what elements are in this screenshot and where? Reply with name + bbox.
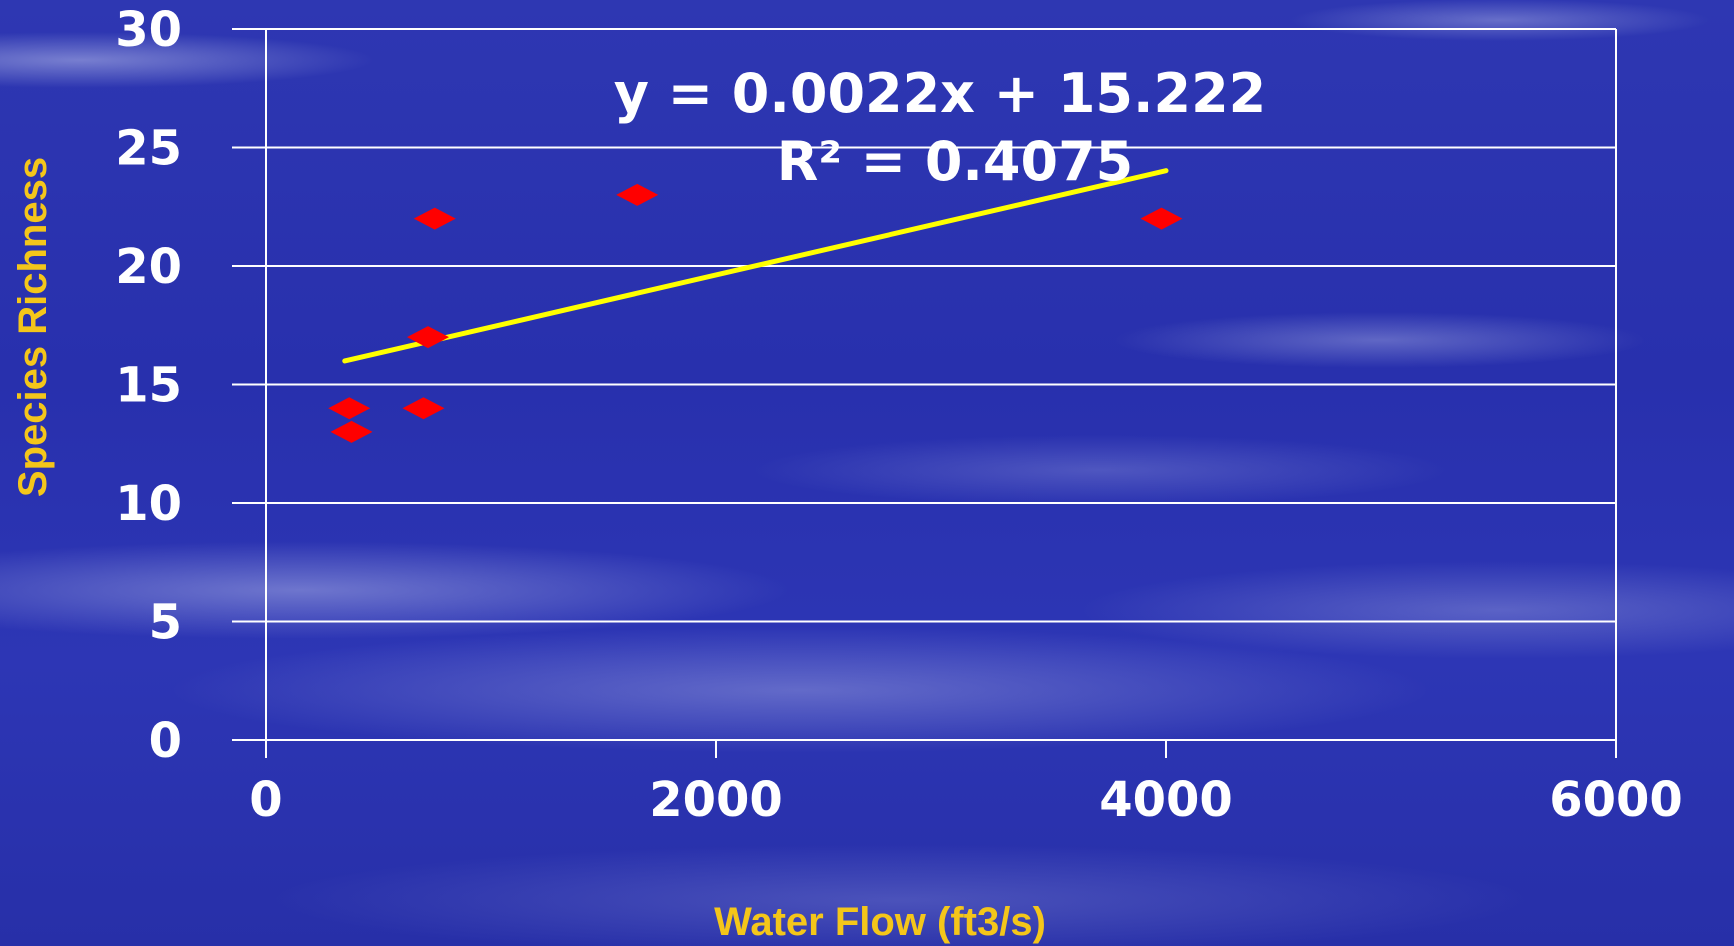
y-tick-label: 25 bbox=[115, 121, 182, 177]
y-tick-labels: 0 5 10 15 20 25 30 bbox=[115, 2, 182, 769]
data-point bbox=[616, 183, 659, 206]
data-point bbox=[407, 326, 449, 349]
y-tick-label: 15 bbox=[115, 358, 182, 414]
x-tick-labels: 0 2000 4000 6000 bbox=[249, 772, 1683, 828]
y-tick-label: 10 bbox=[115, 476, 182, 532]
data-points bbox=[328, 183, 1183, 443]
data-point bbox=[328, 397, 371, 420]
axes bbox=[265, 29, 1617, 758]
data-point bbox=[1140, 207, 1183, 230]
y-tick-label: 5 bbox=[149, 595, 182, 651]
x-tick-label: 2000 bbox=[649, 772, 783, 828]
x-tick-label: 4000 bbox=[1099, 772, 1233, 828]
x-tick-label: 6000 bbox=[1549, 772, 1683, 828]
trendline-layer bbox=[342, 168, 1169, 364]
trendline-r-squared: R² = 0.4075 bbox=[777, 130, 1133, 193]
y-axis-title: Species Richness bbox=[11, 157, 55, 497]
trendline-equation: y = 0.0022x + 15.222 bbox=[614, 62, 1266, 125]
y-tick-label: 20 bbox=[115, 239, 182, 295]
y-tick-label: 30 bbox=[115, 2, 182, 58]
gridlines bbox=[232, 28, 1616, 741]
data-point bbox=[330, 420, 373, 443]
regression-annotation: y = 0.0022x + 15.222 R² = 0.4075 bbox=[614, 62, 1266, 193]
x-tick-label: 0 bbox=[249, 772, 282, 828]
data-point bbox=[413, 207, 456, 230]
x-axis-title: Water Flow (ft3/s) bbox=[714, 900, 1046, 944]
data-point bbox=[402, 397, 445, 420]
y-tick-label: 0 bbox=[149, 713, 182, 769]
trendline bbox=[342, 168, 1169, 364]
